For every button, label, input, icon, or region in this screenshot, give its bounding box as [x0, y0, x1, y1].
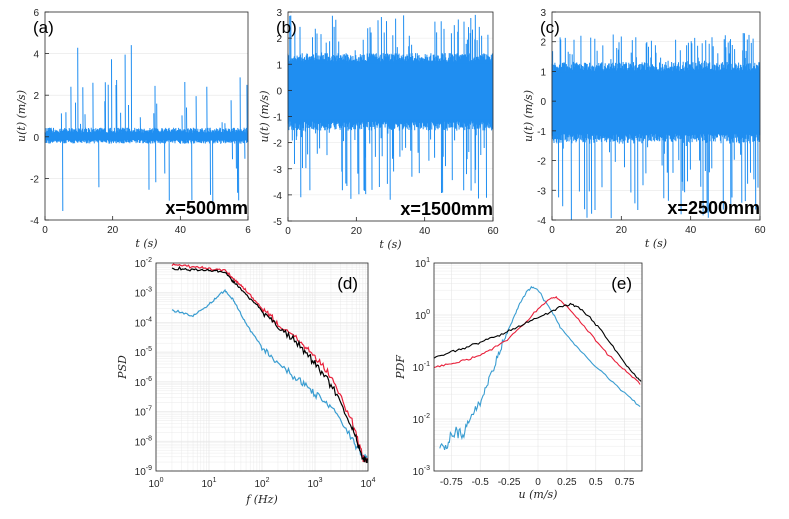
y-tick-label: 10-2	[413, 413, 430, 426]
y-axis-label: PSD	[116, 355, 129, 380]
x-tick-label: 20	[616, 225, 628, 236]
y-tick-label: 10-6	[135, 376, 152, 389]
x-tick-label: 0.25	[557, 477, 577, 488]
y-tick-label: 10-5	[135, 346, 152, 359]
position-annotation: x=2500mm	[667, 198, 760, 218]
series-line-1	[171, 263, 368, 463]
x-tick-label: 60	[754, 225, 766, 236]
y-tick-label: 1	[540, 67, 546, 78]
x-axis-label: t (s)	[645, 237, 667, 250]
x-tick-label: 0	[42, 225, 48, 236]
y-tick-label: 2	[33, 91, 39, 102]
y-tick-label: 0	[540, 97, 546, 108]
position-annotation: x=1500mm	[400, 199, 493, 219]
x-axis-label: f (Hz)	[245, 493, 278, 506]
y-tick-label: -2	[273, 139, 282, 150]
x-tick-label: 0	[549, 225, 555, 236]
panel-label: (a)	[33, 18, 54, 37]
y-tick-label: 0	[276, 86, 282, 97]
series-u-core	[45, 133, 248, 140]
y-tick-label: 10-9	[135, 465, 152, 478]
panel-d: 100 101 102 103 104 10-9 10-8 10-7 10-6 10-5 10-4 1…	[116, 257, 376, 506]
panel-b: -5 -4 -3 -2 -1 0 1 2 3 0 20 40 60 t (s) u(t) (m/s) (b) x…	[258, 8, 499, 251]
y-axis-label: u(t) (m/s)	[15, 90, 28, 142]
y-axis-label: u(t) (m/s)	[522, 90, 535, 142]
x-axis-label: u (m/s)	[519, 488, 558, 501]
y-tick-label: 1	[276, 60, 282, 71]
series-line-0	[439, 285, 641, 451]
y-tick-label: -3	[273, 165, 282, 176]
y-tick-label: -5	[273, 217, 282, 228]
y-tick-label: 101	[415, 257, 430, 270]
x-tick-label: 40	[175, 225, 187, 236]
x-tick-label: 40	[419, 226, 431, 237]
series-line-2	[171, 265, 369, 464]
y-tick-label: -3	[537, 186, 546, 197]
y-axis-label: u(t) (m/s)	[258, 91, 271, 143]
y-tick-label: -1	[273, 113, 282, 124]
y-tick-label: -1	[537, 127, 546, 138]
x-tick-label: 101	[201, 477, 216, 490]
y-tick-label: 0	[33, 133, 39, 144]
x-axis-label: t (s)	[135, 237, 157, 250]
y-tick-label: 10-7	[135, 406, 152, 419]
x-tick-label: 20	[351, 226, 363, 237]
x-tick-label: 103	[307, 477, 322, 490]
series-u-core	[552, 72, 760, 133]
y-tick-label: 3	[276, 8, 282, 19]
y-tick-label: 2	[540, 38, 546, 49]
x-axis-label: t (s)	[379, 238, 401, 251]
y-tick-label: 10-1	[413, 361, 430, 374]
y-tick-label: 100	[415, 309, 430, 322]
y-tick-label: -4	[537, 216, 546, 227]
y-tick-label: 10-4	[135, 316, 152, 329]
y-axis-label: PDF	[394, 355, 407, 380]
axes-box	[433, 262, 643, 472]
y-tick-label: 4	[33, 50, 39, 61]
x-tick-label: 60	[487, 226, 499, 237]
x-tick-label: 104	[360, 477, 375, 490]
x-tick-label: 100	[148, 477, 163, 490]
y-tick-label: -4	[273, 191, 282, 202]
x-tick-label: 102	[254, 477, 269, 490]
x-tick-label: 0.5	[589, 477, 603, 488]
x-tick-label: 6	[245, 225, 251, 236]
y-tick-label: -2	[30, 174, 39, 185]
y-tick-label: 6	[33, 8, 39, 19]
y-tick-label: 10-8	[135, 435, 152, 448]
axes-box	[155, 262, 369, 472]
y-tick-label: -4	[30, 216, 39, 227]
x-tick-label: 0	[535, 477, 541, 488]
axes-box	[44, 11, 249, 221]
x-tick-label: 20	[107, 225, 119, 236]
axes-box	[551, 11, 761, 221]
y-tick-label: 10-3	[135, 287, 152, 300]
panel-label: (d)	[337, 274, 358, 293]
series-u-core	[288, 63, 493, 120]
series-line-2	[433, 302, 642, 382]
x-tick-label: -0.5	[472, 477, 490, 488]
position-annotation: x=500mm	[165, 198, 248, 218]
y-tick-label: -2	[537, 157, 546, 168]
panel-c: -4 -3 -2 -1 0 1 2 3 0 20 40 60 t (s) u(t) (m/s) (c) x=2…	[522, 8, 766, 250]
x-tick-label: -0.25	[498, 477, 521, 488]
x-tick-label: 40	[685, 225, 697, 236]
panel-label: (c)	[540, 18, 560, 37]
x-tick-label: 0.75	[615, 477, 635, 488]
plot-area	[45, 12, 248, 220]
y-tick-label: 10-2	[135, 257, 152, 270]
panel-label: (b)	[276, 18, 297, 37]
series-line-0	[171, 288, 369, 462]
panel-e: -0.75 -0.5 -0.25 0 0.25 0.5 0.75 10-3 10-2 10-1 10…	[394, 257, 643, 501]
series-line-1	[433, 295, 641, 385]
y-tick-label: 2	[276, 34, 282, 45]
y-tick-label: 10-3	[413, 465, 430, 478]
x-tick-label: 0	[285, 226, 291, 237]
y-tick-label: 3	[540, 8, 546, 19]
panel-label: (e)	[611, 274, 632, 293]
panel-a: -4 -2 0 2 4 6 0 20 40 6 t (s) u(t) (m/s) (a) x=500mm	[15, 8, 251, 250]
x-tick-label: -0.75	[440, 477, 463, 488]
